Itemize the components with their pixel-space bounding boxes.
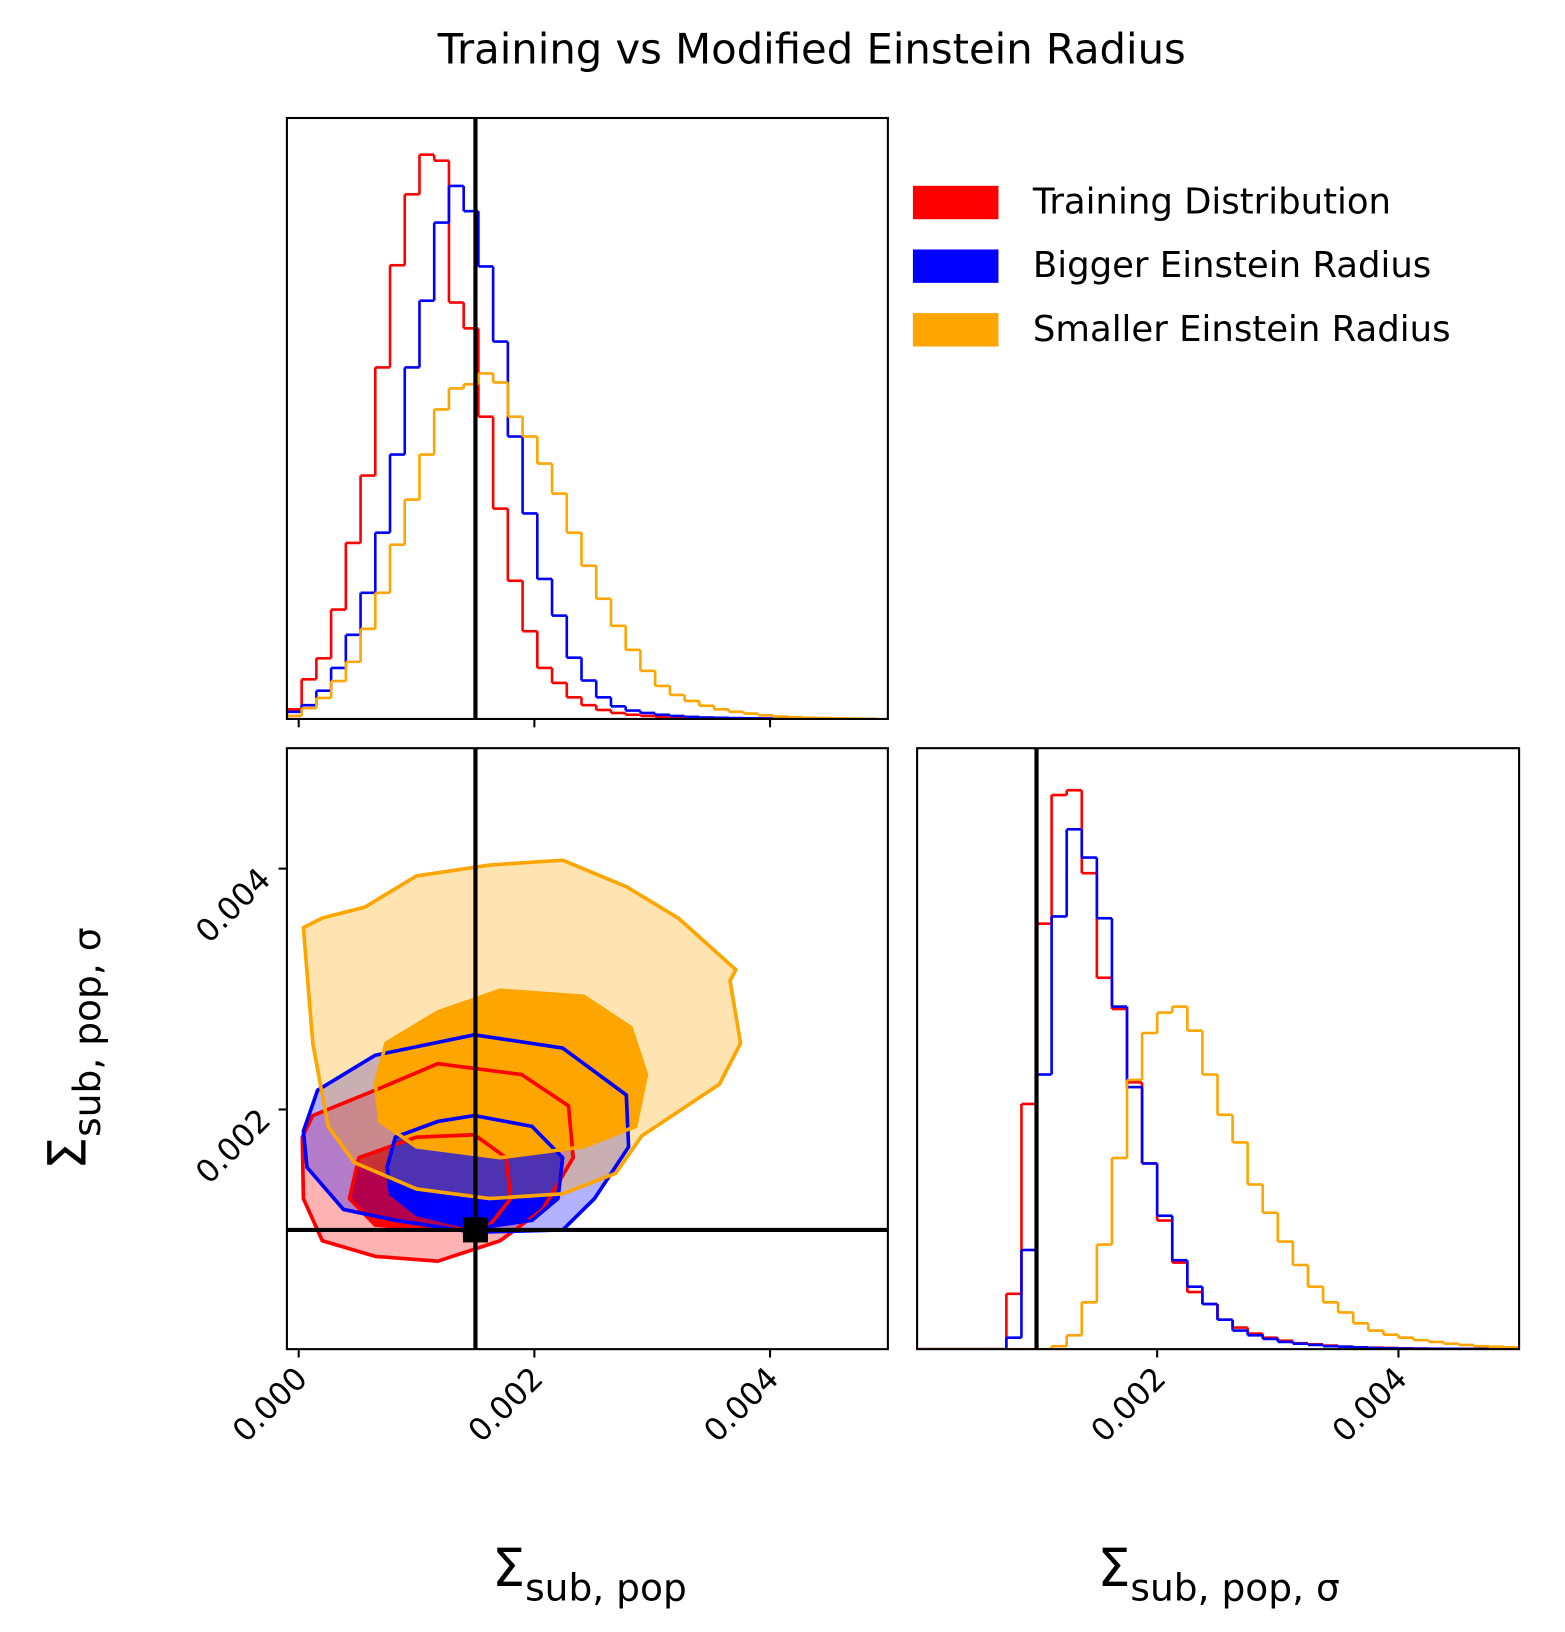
legend-label: Bigger Einstein Radius	[1033, 245, 1431, 286]
axes-frame	[285, 116, 889, 721]
x-tick-label: 0.004	[697, 1361, 786, 1450]
axes-frame	[916, 747, 1521, 1351]
legend-swatch	[912, 185, 999, 220]
x-tick-label: 0.004	[1326, 1361, 1415, 1450]
legend-swatch	[912, 249, 999, 283]
axis-label-symbol: Σ	[1097, 1539, 1130, 1599]
legend-swatch	[912, 313, 999, 347]
panel-bottom-right	[917, 748, 1520, 1350]
contour-line	[385, 1113, 565, 1231]
axis-label-subscript: sub, pop, σ	[1130, 1566, 1339, 1610]
x-tick-label: 0.002	[1084, 1361, 1173, 1450]
axis-label-symbol: Σ	[492, 1539, 525, 1599]
axis-label-subscript: sub, pop, σ	[65, 927, 109, 1136]
panel-bottom-left	[286, 748, 888, 1350]
legend-label: Smaller Einstein Radius	[1033, 309, 1451, 350]
contour-line	[347, 1132, 513, 1232]
axis-label-subscript: sub, pop	[525, 1566, 687, 1610]
x-tick-label: 0.000	[226, 1361, 315, 1450]
x-tick-label: 0.002	[462, 1361, 551, 1450]
axis-label: Σsub, pop	[492, 1539, 687, 1610]
contour-line	[301, 858, 743, 1201]
axis-label: Σsub, pop, σ	[39, 927, 110, 1169]
axes-frame	[285, 747, 889, 1351]
axis-label-symbol: Σ	[39, 1137, 99, 1170]
panel-top-left	[286, 118, 878, 719]
chart-title: Training vs Modified Einstein Radius	[437, 24, 1186, 73]
y-tick-label: 0.004	[189, 861, 278, 950]
y-tick-label: 0.002	[189, 1102, 278, 1191]
truth-point	[462, 1217, 488, 1243]
contour-line	[301, 1032, 631, 1235]
axis-label: Σsub, pop, σ	[1097, 1539, 1339, 1610]
legend-label: Training Distribution	[1032, 182, 1391, 223]
contour-line	[373, 988, 649, 1160]
